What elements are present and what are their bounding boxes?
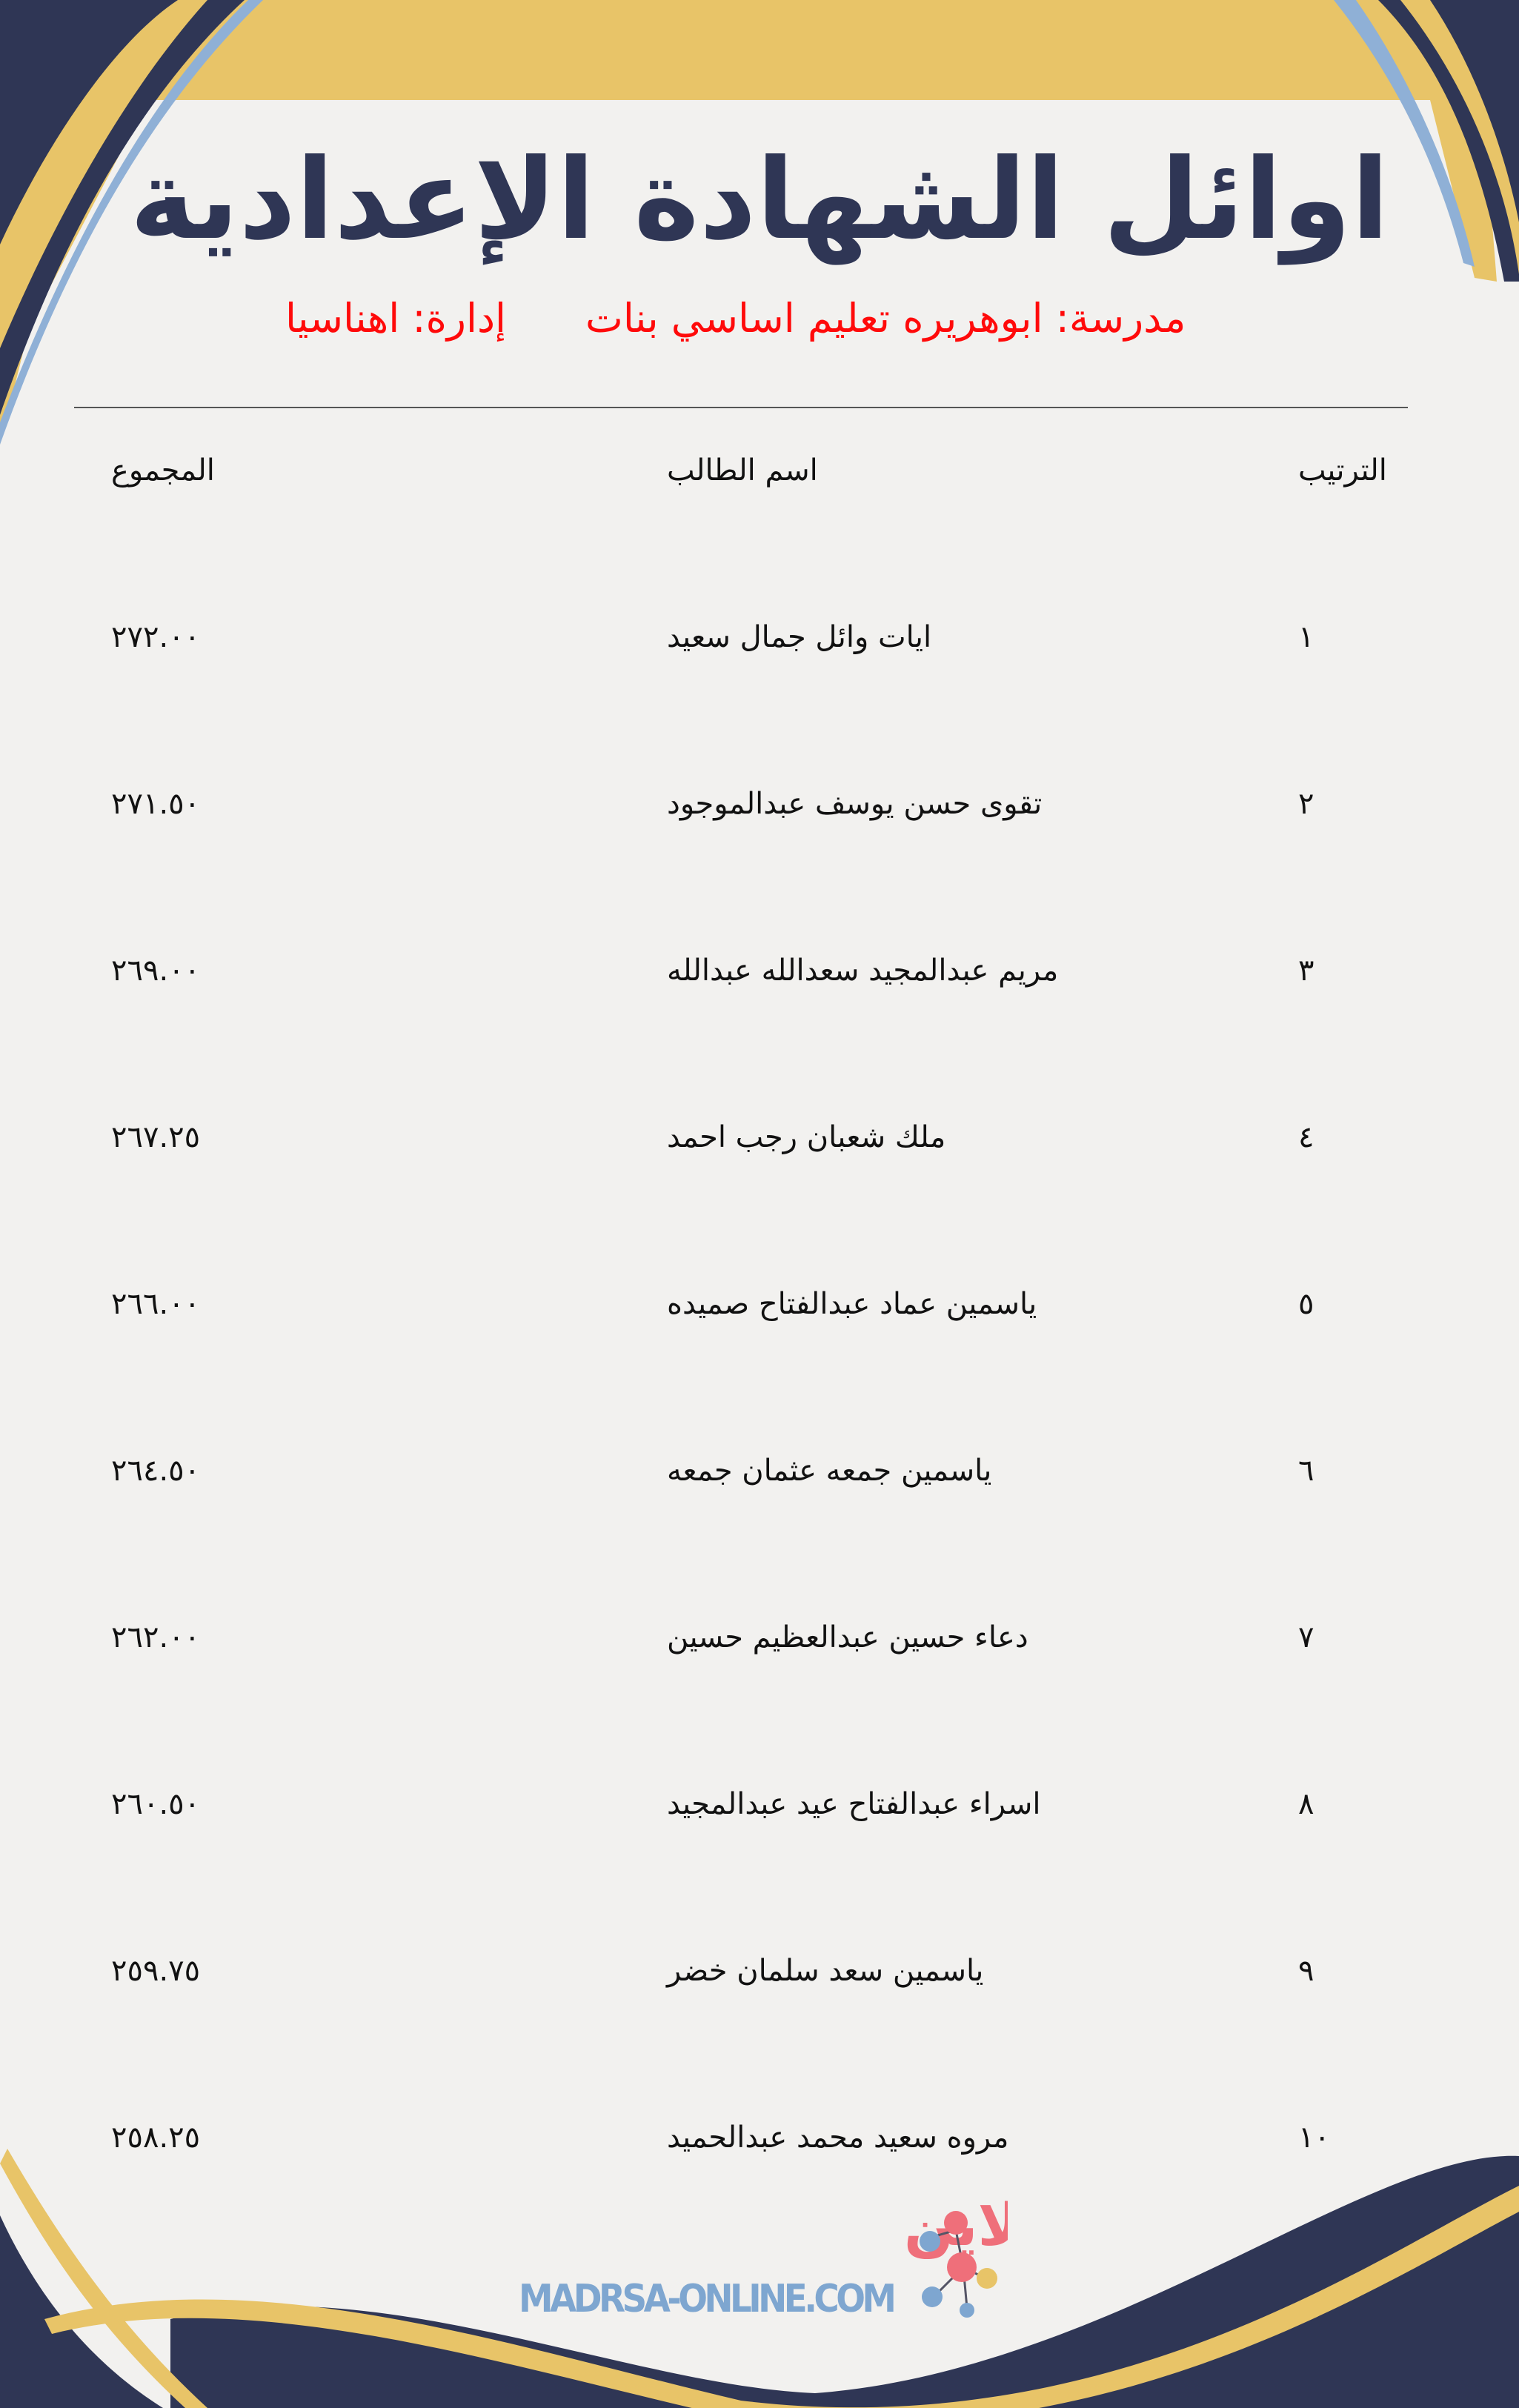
page-title: اوائل الشهادة الإعدادية (130, 136, 1389, 265)
row-name: ياسمين عماد عبدالفتاح صميده (667, 1287, 1037, 1321)
row-rank: ٥ (1298, 1287, 1314, 1321)
row-total: ٢٦٠.٥٠ (111, 1787, 201, 1821)
row-rank: ٢ (1298, 787, 1314, 821)
row-name: اسراء عبدالفتاح عيد عبدالمجيد (667, 1787, 1041, 1821)
row-total: ٢٦٦.٠٠ (111, 1287, 201, 1321)
header-name: اسم الطالب (667, 453, 818, 488)
row-rank: ١ (1298, 620, 1314, 654)
row-rank: ٨ (1298, 1787, 1314, 1821)
row-total: ٢٧٢.٠٠ (111, 620, 201, 654)
row-total: ٢٦٩.٠٠ (111, 954, 201, 988)
row-name: دعاء حسين عبدالعظيم حسين (667, 1620, 1028, 1654)
header-total: المجموع (111, 453, 215, 488)
row-name: ايات وائل جمال سعيد (667, 620, 932, 654)
row-rank: ٣ (1298, 954, 1314, 988)
row-name: ياسمين سعد سلمان خضر (667, 1954, 984, 1988)
row-name: مريم عبدالمجيد سعدالله عبدالله (667, 954, 1059, 988)
row-name: ملك شعبان رجب احمد (667, 1120, 946, 1154)
row-total: ٢٧١.٥٠ (111, 787, 201, 821)
madrsa-online-logo: مدرسة اون لاين MADRSA-ONLINE.COM (519, 2192, 1008, 2319)
header-rank: الترتيب (1298, 453, 1387, 488)
svg-text:MADRSA-ONLINE.COM: MADRSA-ONLINE.COM (519, 2277, 897, 2319)
row-rank: ٦ (1298, 1454, 1314, 1488)
row-name: ياسمين جمعه عثمان جمعه (667, 1454, 992, 1488)
row-rank: ١٠ (1298, 2121, 1330, 2155)
row-rank: ٤ (1298, 1120, 1314, 1154)
row-total: ٢٦٧.٢٥ (111, 1120, 201, 1154)
row-rank: ٧ (1298, 1620, 1314, 1654)
administration-name: إدارة: اهناسيا (285, 295, 507, 342)
divider (74, 407, 1408, 408)
row-total: ٢٦٤.٥٠ (111, 1454, 201, 1488)
row-total: ٢٥٩.٧٥ (111, 1954, 201, 1988)
row-rank: ٩ (1298, 1954, 1314, 1988)
school-name: مدرسة: ابوهريره تعليم اساسي بنات (585, 295, 1186, 342)
row-total: ٢٦٢.٠٠ (111, 1620, 201, 1654)
row-name: تقوى حسن يوسف عبدالموجود (667, 787, 1043, 821)
row-total: ٢٥٨.٢٥ (111, 2121, 201, 2155)
network-icon (920, 2211, 997, 2318)
row-name: مروه سعيد محمد عبدالحميد (667, 2121, 1009, 2155)
